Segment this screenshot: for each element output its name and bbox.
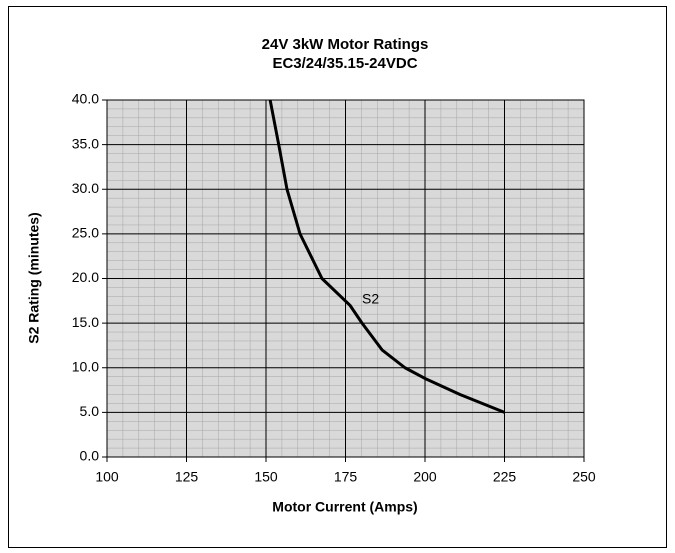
y-tick-label: 10.0 [72,358,99,374]
series-label: S2 [362,291,379,307]
x-tick-label: 175 [334,469,358,485]
y-tick-label: 40.0 [72,91,99,107]
y-tick-label: 20.0 [72,269,99,285]
y-tick-label: 25.0 [72,225,99,241]
x-tick-label: 125 [175,469,199,485]
y-axis-title: S2 Rating (minutes) [26,212,42,343]
x-tick-label: 150 [254,469,278,485]
x-tick-label: 225 [493,469,517,485]
y-tick-label: 15.0 [72,314,99,330]
y-tick-label: 35.0 [72,135,99,151]
y-tick-label: 0.0 [80,448,100,464]
x-tick-label: 200 [413,469,437,485]
y-tick-label: 5.0 [80,403,100,419]
chart-title: 24V 3kW Motor Ratings [262,36,429,53]
y-tick-label: 30.0 [72,180,99,196]
data-line [268,99,506,414]
x-tick-label: 100 [95,469,119,485]
chart-subtitle: EC3/24/35.15-24VDC [272,55,417,72]
x-tick-label: 250 [572,469,596,485]
x-axis-title: Motor Current (Amps) [272,499,417,515]
plot-border [106,99,585,458]
